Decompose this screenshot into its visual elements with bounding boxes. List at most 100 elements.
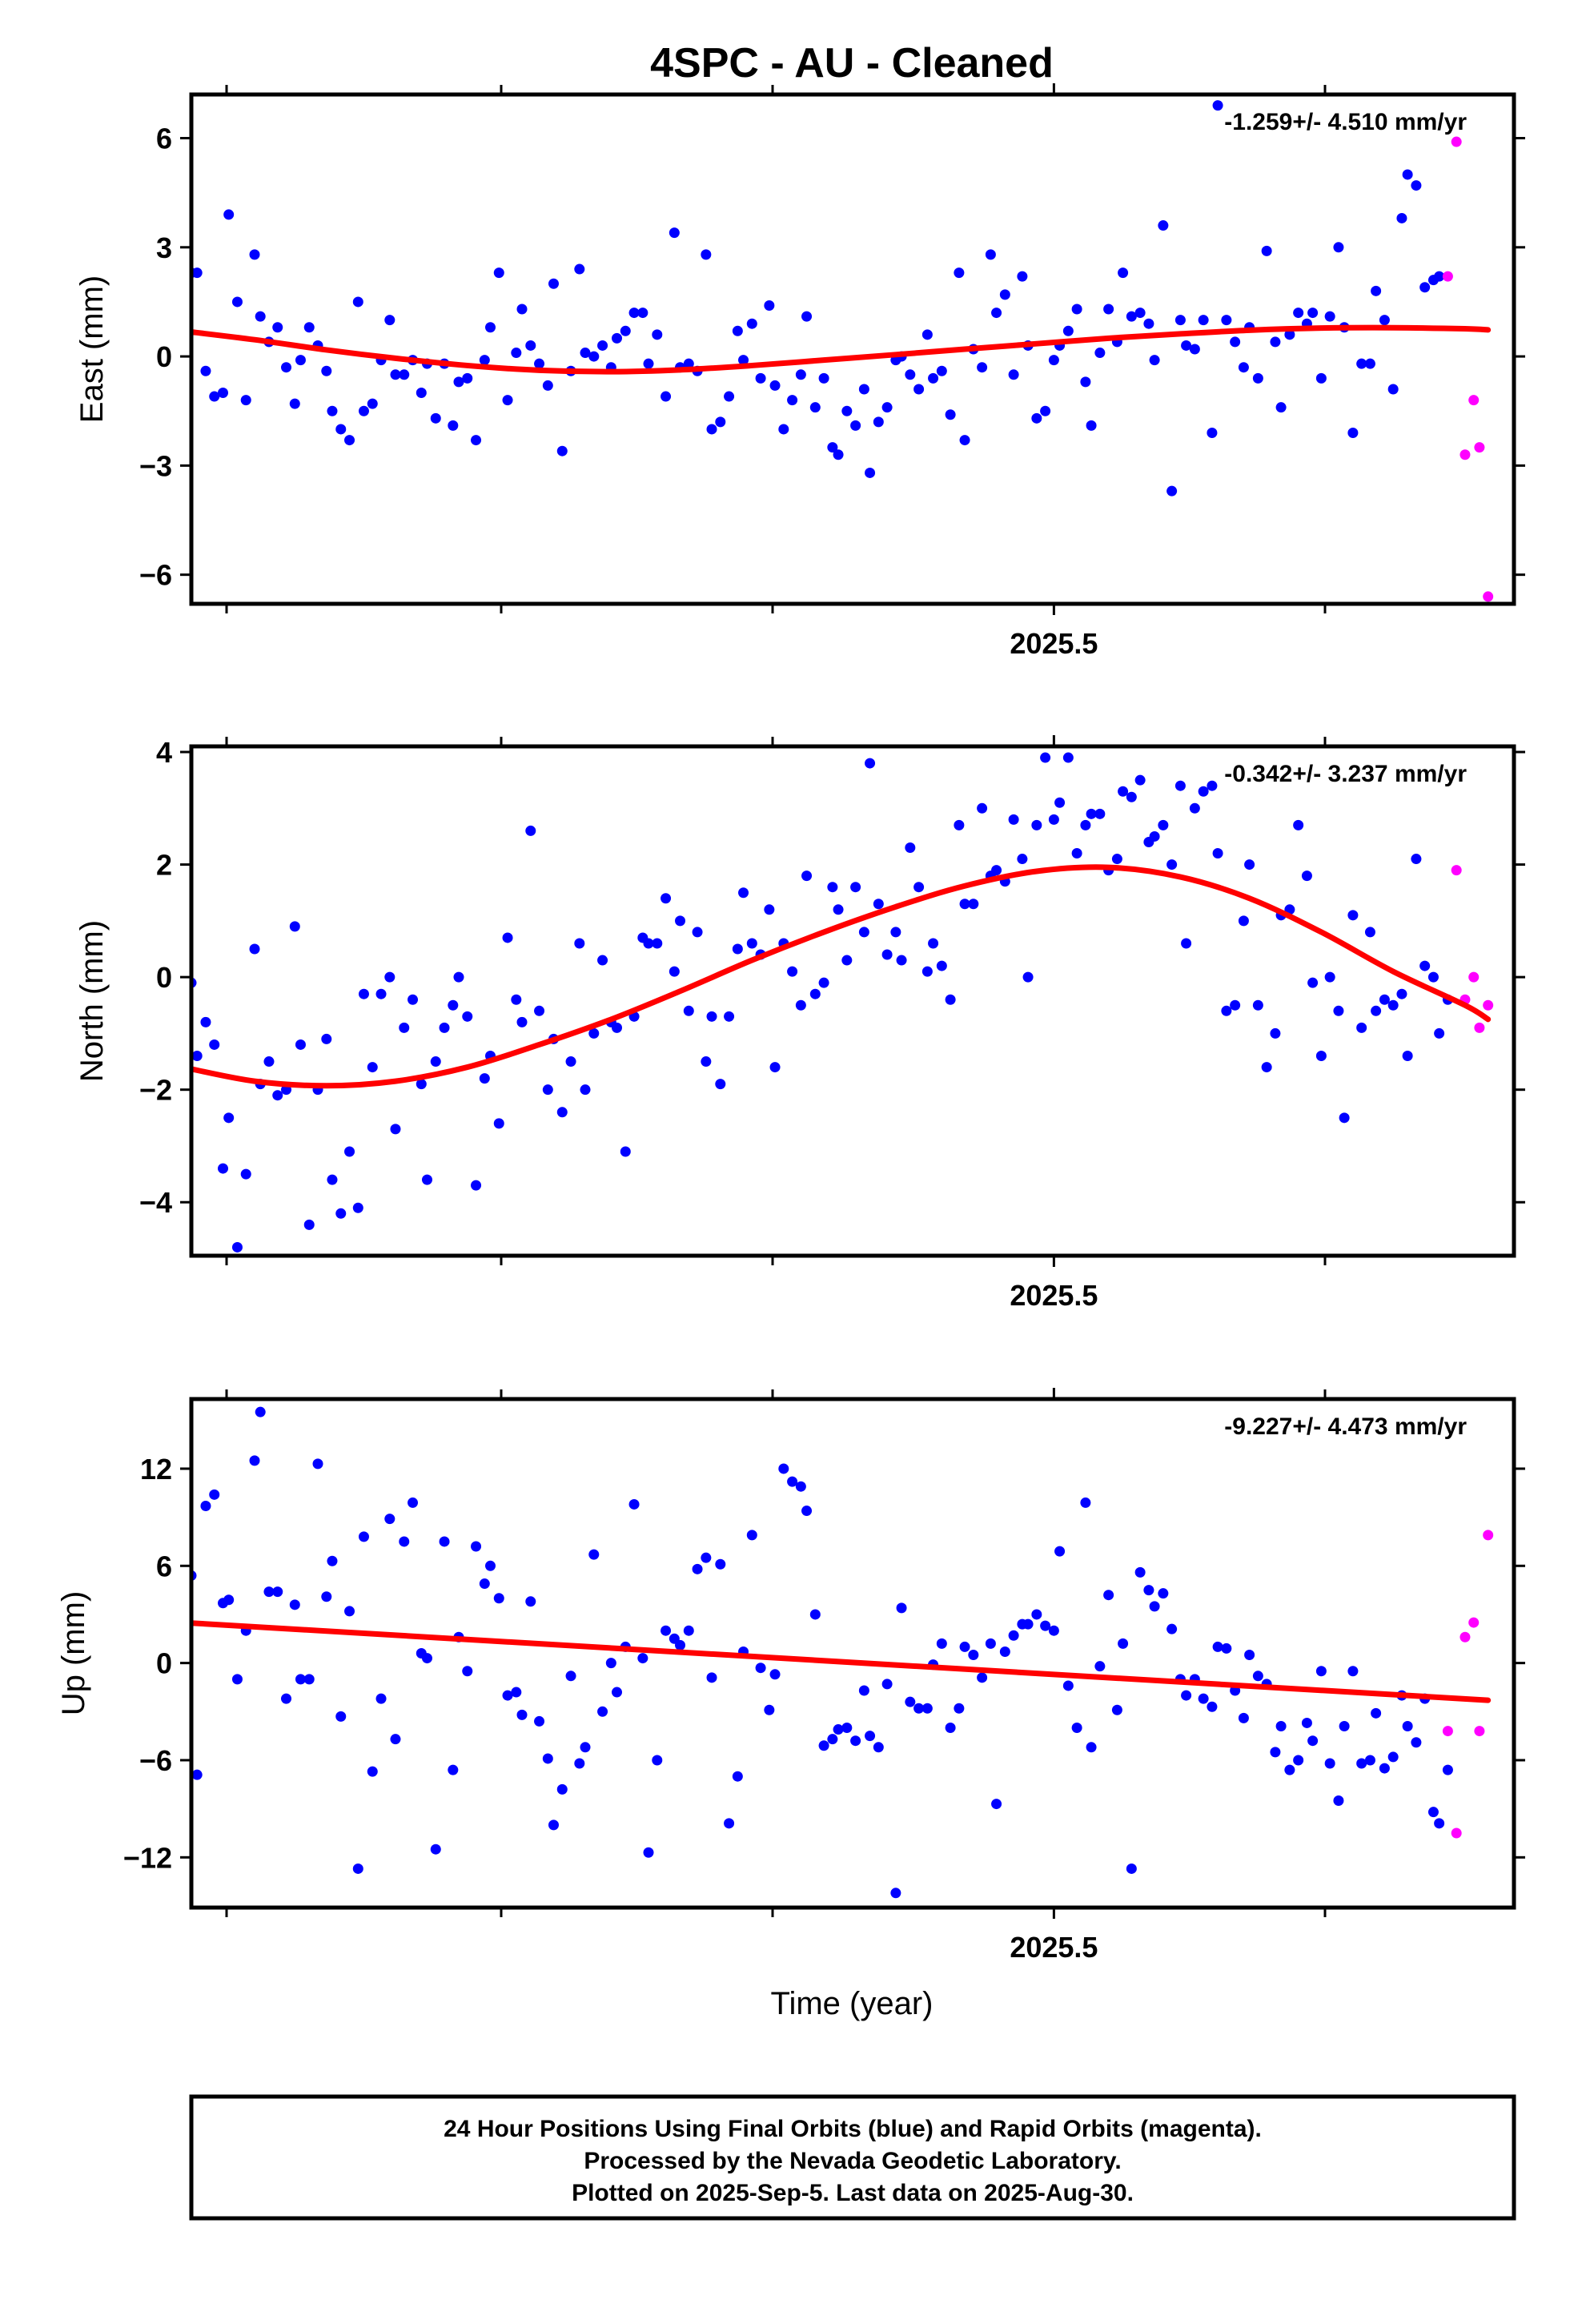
final-orbit-point [1434,1027,1445,1039]
final-orbit-point [985,1638,996,1649]
final-orbit-point [652,938,663,949]
final-orbit-point [574,1758,585,1769]
final-orbit-point [574,263,585,275]
final-orbit-point [701,1056,712,1068]
final-orbit-point [1221,1642,1232,1654]
final-orbit-point [399,1022,410,1033]
final-orbit-point [858,384,869,395]
final-orbit-point [390,1734,401,1745]
final-orbit-point [913,1703,925,1714]
final-orbit-point [1221,315,1232,326]
final-orbit-point [928,372,939,384]
final-orbit-point [833,449,844,460]
final-orbit-point [209,391,220,402]
final-orbit-point [1293,819,1304,830]
final-orbit-point [502,1690,513,1701]
footer-line-1: 24 Hour Positions Using Final Orbits (bl… [444,2116,1262,2142]
final-orbit-point [1371,1005,1382,1016]
final-orbit-point [1071,304,1082,315]
final-orbit-point [738,355,749,366]
rapid-orbit-point [1460,449,1471,460]
y-tick-label: 4 [156,736,172,769]
final-orbit-point [850,882,861,893]
final-orbit-point [493,267,504,279]
final-orbit-point [809,988,821,999]
final-orbit-point [375,988,387,999]
final-orbit-point [295,355,306,366]
final-orbit-point [1324,1758,1335,1769]
final-orbit-point [945,994,956,1005]
final-orbit-point [1040,752,1051,763]
final-orbit-point [597,340,608,351]
up-rate-label: -9.227+/- 4.473 mm/yr [1224,1413,1467,1440]
final-orbit-point [1111,854,1122,865]
final-orbit-point [692,1563,703,1574]
final-orbit-point [1126,1863,1137,1874]
final-orbit-point [652,1755,663,1766]
final-orbit-point [1442,1764,1453,1775]
final-orbit-point [209,1039,220,1050]
final-orbit-point [945,1723,956,1734]
final-orbit-point [1402,1051,1413,1062]
final-orbit-point [1126,791,1137,802]
final-orbit-point [516,1709,528,1720]
final-orbit-point [612,1022,623,1033]
final-orbit-point [191,1051,203,1062]
final-orbit-point [1134,774,1146,786]
final-orbit-point [1048,1625,1059,1636]
final-orbit-point [628,308,640,319]
rapid-orbit-point [1474,442,1485,453]
x-tick-label: 2025.5 [1010,627,1098,660]
final-orbit-point [764,300,775,311]
final-orbit-point [706,1672,717,1683]
final-orbit-point [715,1558,726,1570]
rapid-orbit-point [1451,136,1462,147]
rapid-orbit-point [1442,271,1453,282]
final-orbit-point [1396,212,1407,223]
final-orbit-point [384,1514,396,1525]
y-tick-label: 2 [156,849,172,882]
final-orbit-point [1333,1795,1344,1807]
x-tick-label: 2025.5 [1010,1279,1098,1312]
final-orbit-point [178,213,188,223]
final-orbit-point [430,412,441,424]
x-tick-label: 2025.5 [1010,1931,1098,1964]
final-orbit-point [295,1039,306,1050]
final-orbit-point [1434,271,1445,282]
final-orbit-point [240,395,251,406]
final-orbit-point [1189,802,1200,814]
final-orbit-point [637,308,648,319]
final-orbit-point [1080,819,1091,830]
final-orbit-point [249,1455,260,1466]
final-orbit-point [905,842,916,853]
y-tick-label: 0 [156,961,172,994]
final-orbit-point [873,416,884,428]
final-orbit-point [1143,318,1154,329]
final-orbit-point [1022,1618,1034,1630]
final-orbit-point [873,899,884,910]
final-orbit-point [1261,245,1272,256]
final-orbit-point [1333,1005,1344,1016]
final-orbit-point [1427,971,1439,983]
final-orbit-point [913,882,925,893]
final-orbit-point [977,1672,988,1683]
final-orbit-point [732,1771,743,1782]
final-orbit-point [1207,427,1218,438]
final-orbit-point [896,955,907,966]
final-orbit-point [1315,372,1327,384]
final-orbit-point [574,938,585,949]
final-orbit-point [580,1742,591,1753]
final-orbit-point [991,1799,1002,1810]
rapid-orbit-point [1468,395,1480,406]
final-orbit-point [1396,988,1407,999]
final-orbit-point [255,311,266,322]
final-orbit-point [1062,1680,1074,1691]
y-tick-label: −2 [139,1074,172,1107]
final-orbit-point [1356,358,1367,369]
final-orbit-point [1062,752,1074,763]
rapid-orbit-point [1483,999,1494,1011]
y-tick-label: 6 [156,1550,172,1582]
final-orbit-point [335,424,347,435]
final-orbit-point [661,893,672,904]
